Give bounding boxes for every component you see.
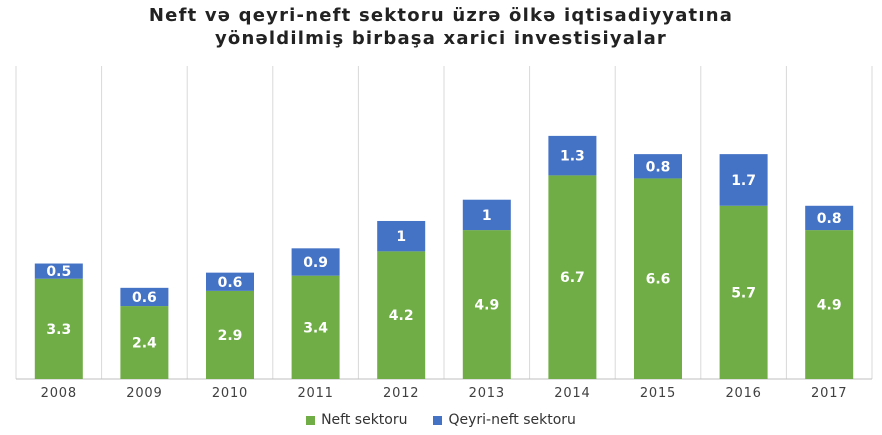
x-tick-label-2009: 2009 xyxy=(126,386,162,401)
bar-neft-2009 xyxy=(120,306,169,379)
legend-label-neft: Neft sektoru xyxy=(321,412,408,428)
x-tick-label-2013: 2013 xyxy=(469,386,505,401)
data-label-neft-2015: 6.6 xyxy=(646,272,671,288)
bar-neft-2013 xyxy=(462,230,511,379)
legend-item-neft: Neft sektoru xyxy=(306,412,407,428)
x-tick-label-2016: 2016 xyxy=(725,386,761,401)
data-label-qeyri-neft-2013: 1 xyxy=(482,208,492,224)
data-label-neft-2016: 5.7 xyxy=(731,285,756,301)
chart-title-line-2: yönəldilmiş birbaşa xarici investisiyala… xyxy=(215,28,667,49)
bar-neft-2016 xyxy=(719,205,768,379)
data-label-qeyri-neft-2012: 1 xyxy=(396,229,406,245)
bar-qeyri-neft-2013 xyxy=(462,199,511,231)
chart-title-line-1: Neft və qeyri-neft sektoru üzrə ölkə iqt… xyxy=(148,5,734,26)
legend-swatch-neft xyxy=(306,415,316,425)
bar-neft-2008 xyxy=(34,278,83,379)
x-tick-label-2008: 2008 xyxy=(41,386,77,401)
bar-qeyri-neft-2008 xyxy=(34,263,83,279)
x-tick-label-2015: 2015 xyxy=(640,386,676,401)
bar-qeyri-neft-2010 xyxy=(206,272,254,291)
data-label-neft-2010: 2.9 xyxy=(218,328,243,344)
data-label-neft-2013: 4.9 xyxy=(474,298,499,314)
bar-qeyri-neft-2015 xyxy=(634,154,682,179)
bar-neft-2012 xyxy=(377,251,426,379)
bar-qeyri-neft-2012 xyxy=(377,220,426,252)
legend-item-qeyri-neft: Qeyri-neft sektoru xyxy=(433,412,576,428)
data-label-qeyri-neft-2014: 1.3 xyxy=(560,149,585,165)
bar-qeyri-neft-2016 xyxy=(719,154,768,206)
bar-neft-2010 xyxy=(206,290,254,379)
bar-neft-2017 xyxy=(805,230,854,379)
data-label-qeyri-neft-2010: 0.6 xyxy=(218,275,243,291)
bar-qeyri-neft-2011 xyxy=(291,248,340,276)
chart-title: Neft və qeyri-neft sektoru üzrə ölkə iqt… xyxy=(0,4,882,50)
legend-label-qeyri-neft: Qeyri-neft sektoru xyxy=(448,412,576,428)
legend-swatch-qeyri-neft xyxy=(433,415,443,425)
x-tick-label-2012: 2012 xyxy=(383,386,419,401)
x-tick-label-2017: 2017 xyxy=(811,386,847,401)
bar-neft-2014 xyxy=(548,175,597,379)
bar-neft-2011 xyxy=(291,275,340,379)
data-label-qeyri-neft-2015: 0.8 xyxy=(646,159,671,175)
bar-qeyri-neft-2017 xyxy=(805,205,854,231)
data-label-qeyri-neft-2016: 1.7 xyxy=(731,173,756,189)
x-tick-label-2010: 2010 xyxy=(212,386,248,401)
chart-legend: Neft sektoru Qeyri-neft sektoru xyxy=(0,412,882,428)
data-label-neft-2012: 4.2 xyxy=(389,308,414,324)
bar-neft-2015 xyxy=(634,178,682,379)
data-label-qeyri-neft-2008: 0.5 xyxy=(46,264,71,280)
data-label-neft-2009: 2.4 xyxy=(132,336,157,352)
x-tick-label-2011: 2011 xyxy=(297,386,333,401)
data-label-neft-2014: 6.7 xyxy=(560,270,585,286)
data-label-neft-2011: 3.4 xyxy=(303,320,328,336)
data-label-neft-2017: 4.9 xyxy=(817,298,842,314)
x-tick-label-2014: 2014 xyxy=(554,386,590,401)
data-label-neft-2008: 3.3 xyxy=(46,322,71,338)
data-label-qeyri-neft-2009: 0.6 xyxy=(132,290,157,306)
data-label-qeyri-neft-2011: 0.9 xyxy=(303,255,328,271)
data-label-qeyri-neft-2017: 0.8 xyxy=(817,211,842,227)
bar-qeyri-neft-2014 xyxy=(548,135,597,176)
bar-qeyri-neft-2009 xyxy=(120,287,169,307)
